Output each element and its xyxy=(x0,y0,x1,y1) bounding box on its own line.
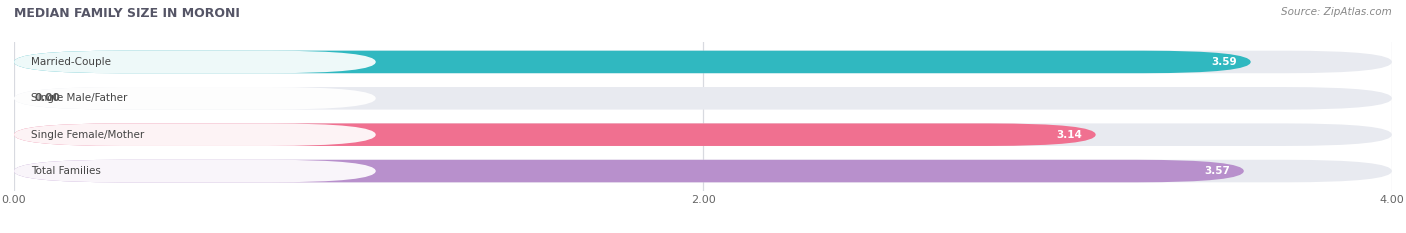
FancyBboxPatch shape xyxy=(14,87,375,110)
Text: Total Families: Total Families xyxy=(31,166,101,176)
Text: 3.14: 3.14 xyxy=(1056,130,1083,140)
FancyBboxPatch shape xyxy=(14,123,1392,146)
FancyBboxPatch shape xyxy=(14,123,1095,146)
Text: MEDIAN FAMILY SIZE IN MORONI: MEDIAN FAMILY SIZE IN MORONI xyxy=(14,7,240,20)
Text: 3.57: 3.57 xyxy=(1204,166,1230,176)
FancyBboxPatch shape xyxy=(14,51,1251,73)
Text: Married-Couple: Married-Couple xyxy=(31,57,111,67)
FancyBboxPatch shape xyxy=(14,87,1392,110)
Text: Source: ZipAtlas.com: Source: ZipAtlas.com xyxy=(1281,7,1392,17)
FancyBboxPatch shape xyxy=(14,160,375,182)
FancyBboxPatch shape xyxy=(14,160,1392,182)
Text: Single Female/Mother: Single Female/Mother xyxy=(31,130,145,140)
FancyBboxPatch shape xyxy=(14,123,375,146)
Text: Single Male/Father: Single Male/Father xyxy=(31,93,128,103)
FancyBboxPatch shape xyxy=(14,160,1244,182)
FancyBboxPatch shape xyxy=(14,51,1392,73)
Text: 0.00: 0.00 xyxy=(35,93,60,103)
Text: 3.59: 3.59 xyxy=(1212,57,1237,67)
FancyBboxPatch shape xyxy=(14,51,375,73)
